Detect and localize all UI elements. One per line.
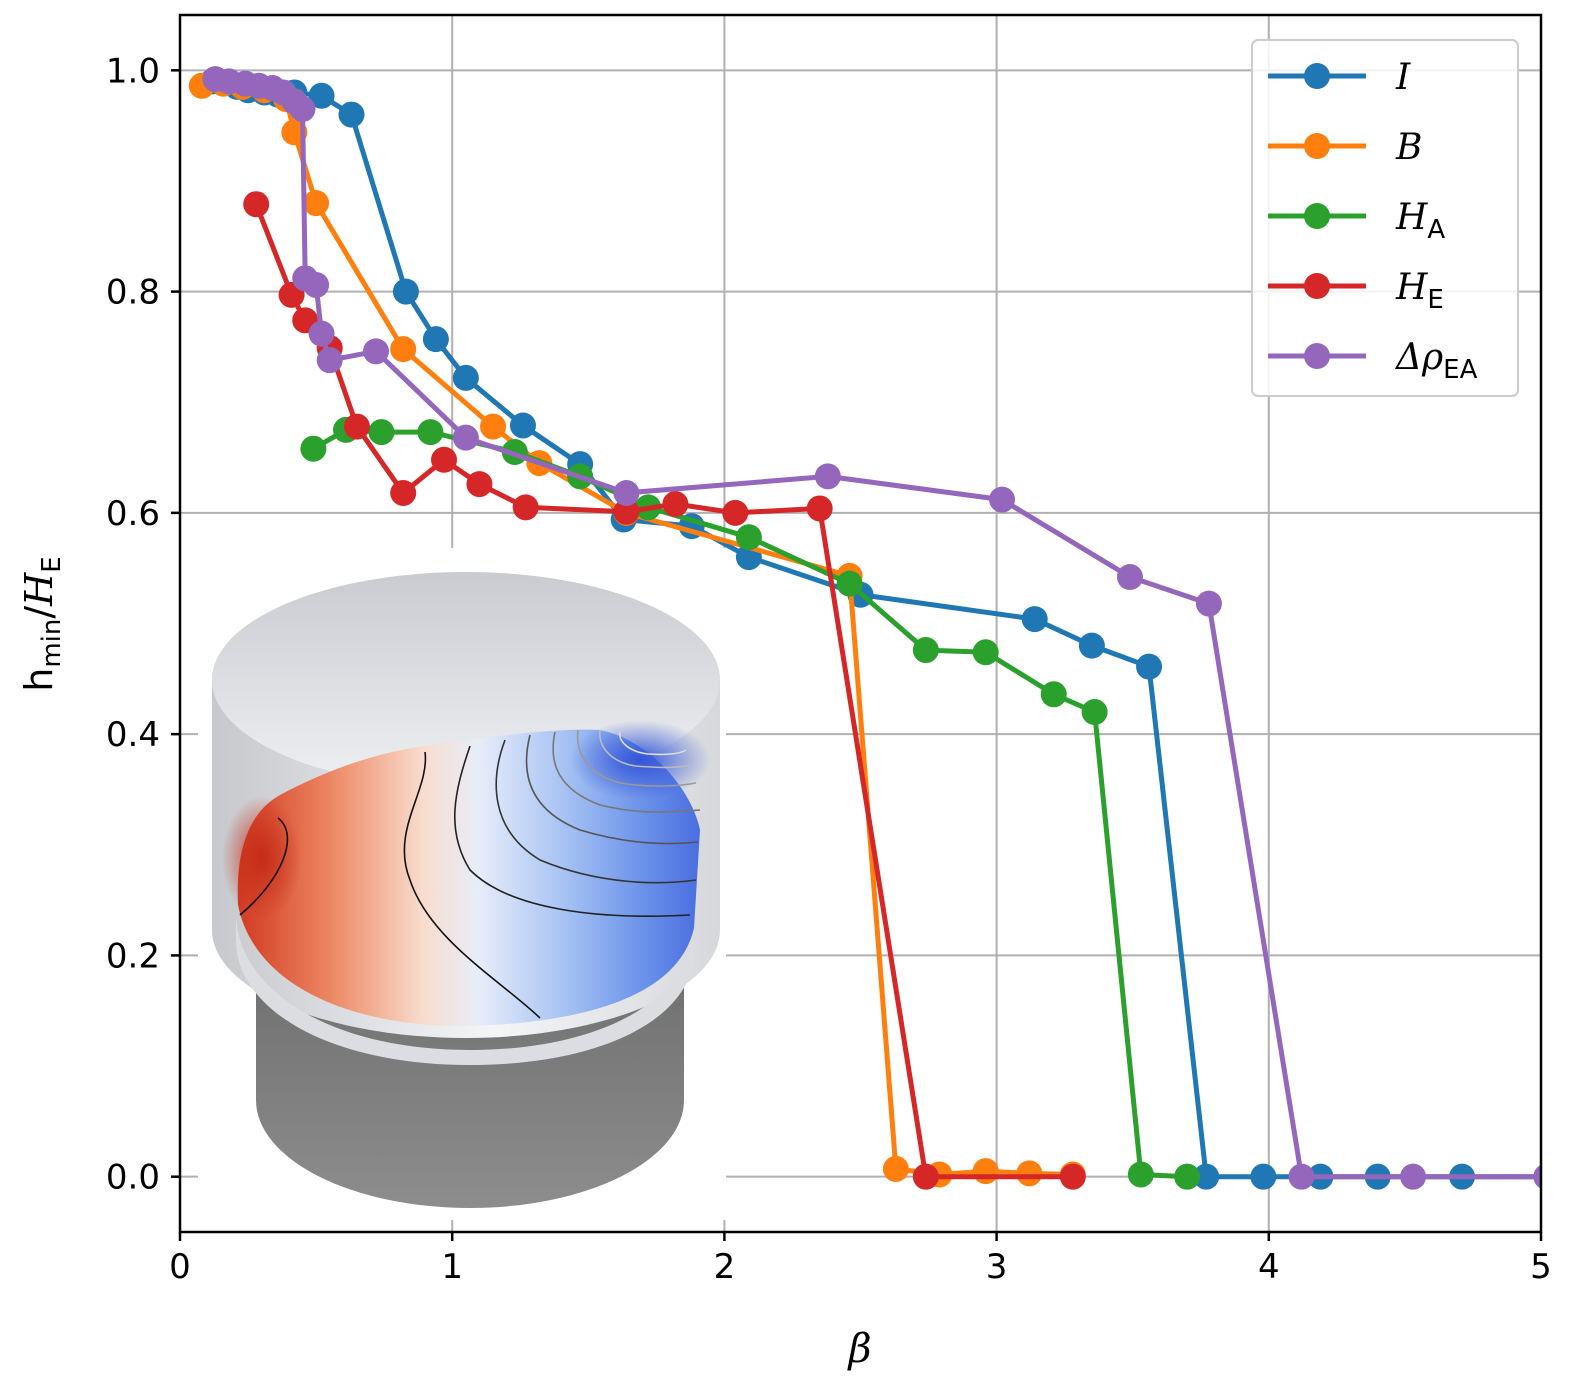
data-point	[972, 1158, 999, 1185]
y-tick-label: 0.2	[106, 936, 160, 976]
y-tick-label: 0.6	[106, 494, 160, 534]
data-point	[912, 1163, 939, 1190]
data-point	[303, 190, 330, 217]
data-point	[662, 491, 689, 518]
legend-entry: ΔρEA	[1268, 337, 1478, 385]
data-point	[912, 637, 939, 664]
data-point	[613, 479, 640, 506]
y-tick-label: 0.8	[106, 273, 160, 313]
legend-marker	[1304, 63, 1330, 89]
data-point	[390, 336, 417, 363]
legend-box	[1251, 39, 1519, 397]
data-point	[452, 424, 479, 451]
data-point	[1195, 590, 1222, 617]
legend-label: HE	[1395, 267, 1444, 315]
x-tick-label: 1	[441, 1247, 463, 1287]
data-point	[1081, 699, 1108, 726]
data-point	[1021, 606, 1048, 633]
x-axis-label: β	[846, 1326, 871, 1372]
data-point	[362, 338, 389, 365]
legend-entry: HE	[1268, 267, 1444, 315]
legend-label: I	[1395, 57, 1411, 98]
legend-marker	[1304, 203, 1330, 229]
data-point	[303, 271, 330, 298]
data-point	[1193, 1163, 1220, 1190]
y-axis-label: hmin/HE	[17, 556, 67, 692]
data-point	[300, 435, 327, 462]
legend-label: ΔρEA	[1394, 337, 1478, 385]
data-point	[368, 419, 395, 446]
data-point	[466, 471, 493, 498]
data-point	[722, 499, 749, 526]
data-point	[613, 498, 640, 525]
data-point	[836, 570, 863, 597]
data-point	[338, 101, 365, 128]
data-point	[814, 463, 841, 490]
legend-entry: I	[1268, 57, 1411, 98]
y-tick-label: 0.4	[106, 715, 160, 755]
data-point	[882, 1155, 909, 1182]
legend: IB HA HE ΔρEA	[1251, 39, 1519, 397]
data-point	[1174, 1163, 1201, 1190]
x-tick-label: 0	[169, 1247, 191, 1287]
data-point	[1250, 1163, 1277, 1190]
data-point	[972, 639, 999, 666]
data-point	[417, 419, 444, 446]
data-point	[343, 413, 370, 440]
legend-entry: B	[1268, 127, 1422, 168]
data-point	[1400, 1163, 1427, 1190]
cylinder-render-icon	[198, 548, 726, 1220]
plot-frame	[178, 13, 1543, 1234]
data-point	[512, 494, 539, 521]
data-point	[1127, 1161, 1154, 1188]
data-point	[509, 412, 536, 439]
data-point	[1116, 564, 1143, 591]
data-point	[431, 446, 458, 473]
legend-marker	[1304, 133, 1330, 159]
data-point	[243, 191, 270, 218]
data-point	[480, 413, 507, 440]
data-point	[989, 486, 1016, 513]
data-point	[392, 278, 419, 305]
data-point	[316, 347, 343, 374]
x-tick-label: 4	[1258, 1247, 1280, 1287]
data-point	[1288, 1163, 1315, 1190]
legend-label: B	[1395, 127, 1422, 168]
y-tick-label: 0.0	[106, 1158, 160, 1198]
data-point	[1040, 681, 1067, 708]
legend-marker	[1304, 343, 1330, 369]
y-tick-label: 1.0	[106, 51, 160, 91]
legend-entry: HA	[1268, 197, 1445, 245]
legend-marker	[1304, 273, 1330, 299]
data-point	[735, 524, 762, 551]
series-4	[202, 66, 1541, 1190]
legend-label: HA	[1395, 197, 1445, 245]
data-point	[289, 96, 316, 123]
x-tick-label: 2	[714, 1247, 736, 1287]
data-point	[308, 82, 335, 109]
data-point	[452, 364, 479, 391]
data-point	[806, 495, 833, 522]
x-tick-label: 5	[1530, 1247, 1552, 1287]
data-point	[390, 479, 417, 506]
data-point	[1059, 1163, 1086, 1190]
data-point	[1533, 1164, 1541, 1189]
data-point	[308, 320, 335, 347]
x-tick-label: 3	[986, 1247, 1008, 1287]
data-point	[1016, 1160, 1043, 1187]
data-point	[1078, 632, 1105, 659]
data-point	[422, 326, 449, 353]
data-point	[1136, 653, 1163, 680]
